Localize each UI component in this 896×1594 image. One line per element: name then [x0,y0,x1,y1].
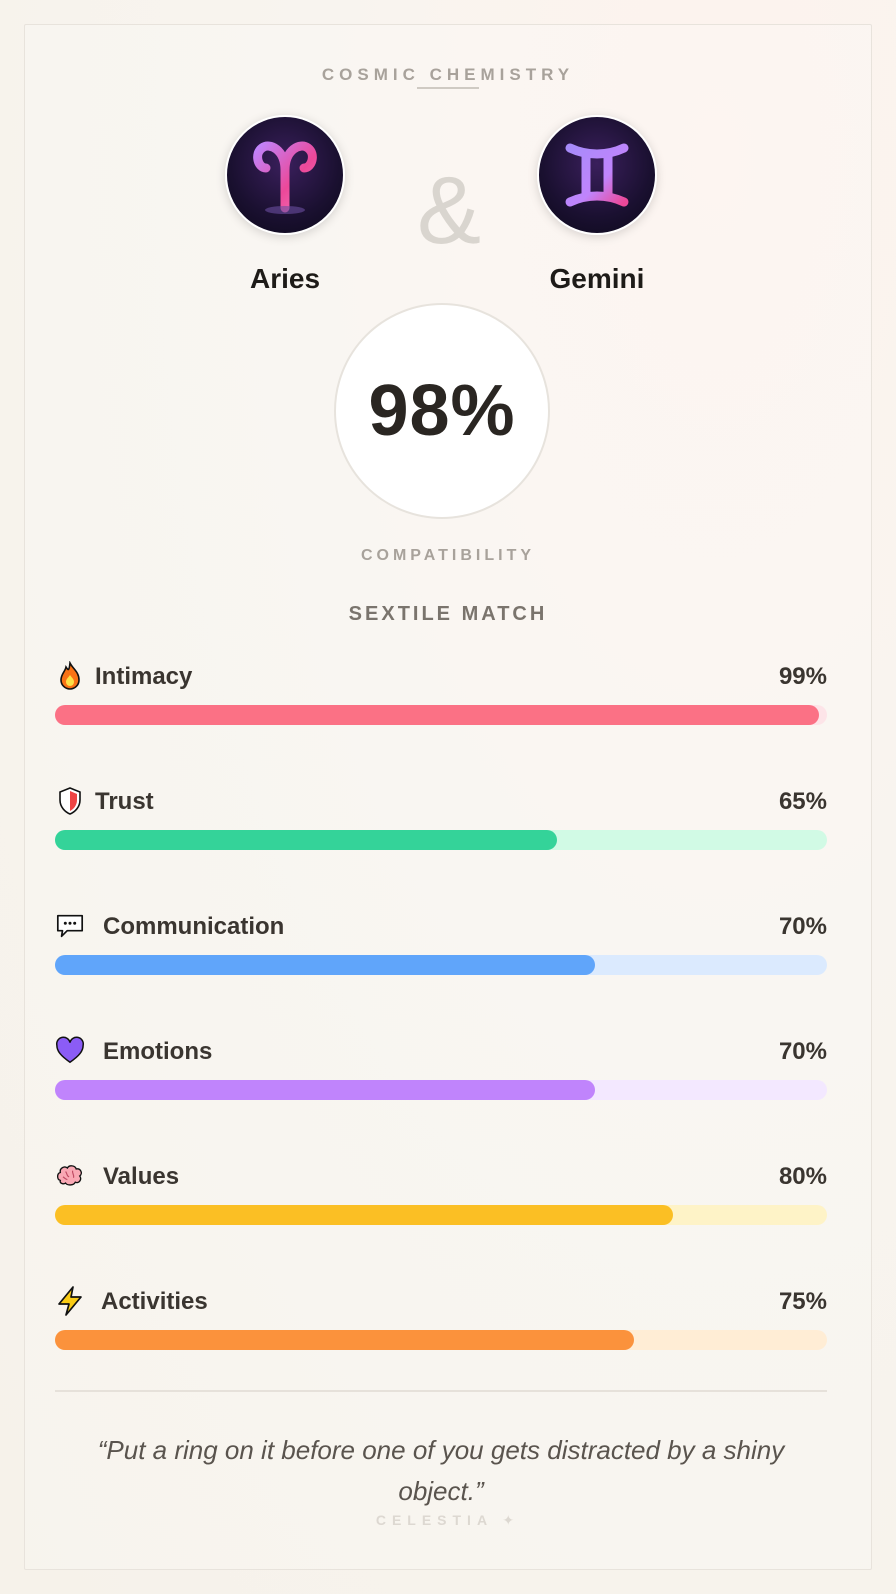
metric-values: Values 80% [55,1155,827,1280]
metric-label: Communication [103,913,285,940]
progress-fill [55,1330,634,1350]
metric-value: 70% [778,1038,827,1065]
eyebrow-underline [417,87,479,89]
progress-fill [55,1205,673,1225]
brand-watermark: CELESTIA ✦ [375,1512,521,1528]
fire-icon [55,661,85,691]
eyebrow-title: COSMIC CHEMISTRY [321,65,575,84]
compatibility-score: 98% [368,371,516,451]
progress-fill [55,705,820,725]
score-circle: 98% [334,303,550,519]
progress-fill [55,955,596,975]
match-type: SEXTILE MATCH [348,603,548,625]
metric-value: 65% [778,788,827,815]
progress-track [55,705,827,725]
progress-track [55,1080,827,1100]
divider [55,1390,827,1392]
metric-label: Emotions [103,1038,213,1065]
heart-icon [55,1036,85,1066]
metric-communication: Communication 70% [55,905,827,1030]
sign-gemini: Gemini [517,115,677,295]
sign-name-right: Gemini [549,263,645,294]
metric-activities: Activities 75% [55,1280,827,1405]
ampersand: & [416,157,482,264]
shield-icon [55,786,85,816]
metric-value: 99% [778,663,827,690]
sign-aries: Aries [205,115,365,295]
quote: “Put a ring on it before one of you gets… [97,1435,785,1506]
progress-track [55,955,827,975]
metric-label: Trust [95,788,154,815]
lightning-icon [55,1286,85,1316]
metric-label: Intimacy [95,663,193,690]
progress-track [55,830,827,850]
progress-fill [55,830,557,850]
speech-bubble-icon [55,911,85,941]
metric-trust: Trust 65% [55,780,827,905]
sign-name-left: Aries [249,263,321,294]
metrics-list: Intimacy 99% Trust 65% Communication 7 [55,655,827,1405]
compatibility-label: COMPATIBILITY [360,547,536,564]
metric-label: Values [103,1163,180,1190]
gemini-icon [537,115,657,235]
metric-value: 80% [778,1163,827,1190]
progress-fill [55,1080,596,1100]
progress-track [55,1205,827,1225]
metric-value: 70% [778,913,827,940]
brain-icon [55,1161,85,1191]
progress-track [55,1330,827,1350]
metric-emotions: Emotions 70% [55,1030,827,1155]
aries-icon [225,115,345,235]
metric-label: Activities [101,1288,208,1315]
metric-intimacy: Intimacy 99% [55,655,827,780]
compatibility-card: COSMIC CHEMISTRY Aries & [24,24,872,1570]
metric-value: 75% [778,1288,827,1315]
